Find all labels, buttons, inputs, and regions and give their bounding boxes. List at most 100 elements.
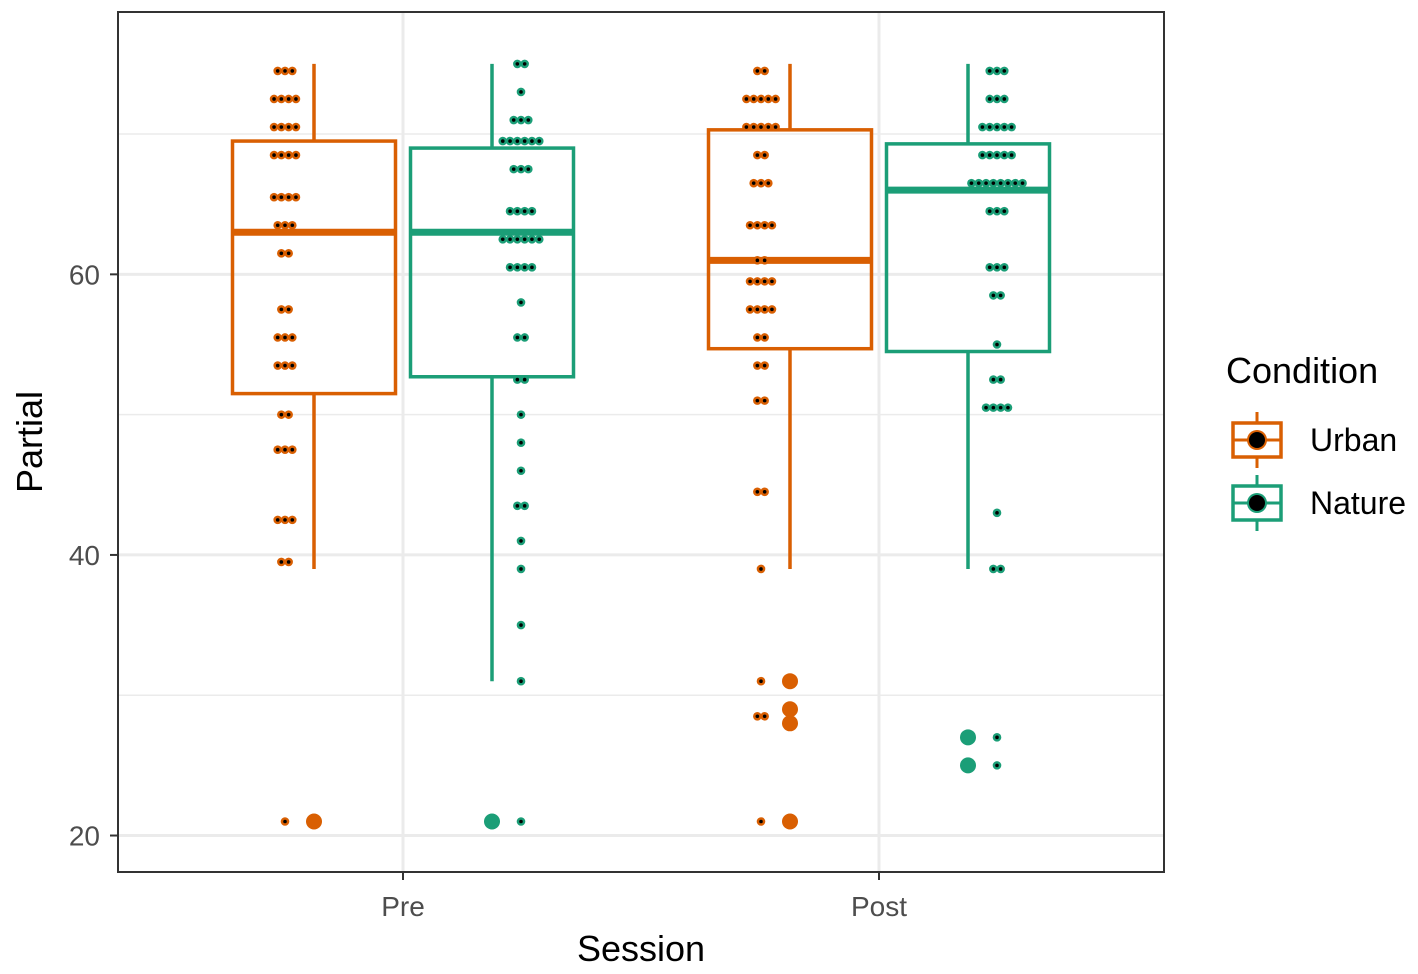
- dot-center: [519, 440, 523, 445]
- dot-center: [279, 97, 284, 101]
- dot-center: [286, 195, 291, 199]
- dot-center: [1013, 181, 1018, 185]
- dot-center: [748, 307, 752, 312]
- dot-center: [995, 511, 999, 515]
- dot-center: [294, 153, 298, 157]
- dot-center: [515, 139, 520, 143]
- dot-center: [1006, 405, 1010, 410]
- dot-center: [526, 167, 531, 171]
- dot-center: [995, 735, 999, 740]
- dot-center: [279, 307, 284, 312]
- dot-center: [748, 279, 752, 284]
- dot-center: [770, 279, 774, 284]
- dot-center: [283, 518, 287, 522]
- dot-center: [530, 209, 534, 214]
- dot-center: [522, 237, 527, 242]
- dot-center: [987, 69, 992, 73]
- dot-center: [500, 237, 505, 242]
- box-nature: [884, 142, 1052, 354]
- dot-center: [294, 125, 298, 129]
- dot-center: [759, 567, 763, 571]
- dot-center: [275, 363, 280, 368]
- legend-key-dot-center: [1249, 495, 1265, 511]
- dot-center: [1002, 69, 1007, 73]
- dot-center: [991, 405, 996, 410]
- dot-center: [522, 62, 527, 66]
- legend-label-urban: Urban: [1310, 422, 1397, 458]
- outlier-point: [782, 701, 798, 718]
- dot-center: [770, 307, 774, 312]
- dot-center: [759, 97, 763, 101]
- dot-center: [508, 209, 512, 214]
- dot-center: [748, 223, 752, 228]
- dot-center: [766, 125, 771, 129]
- dot-center: [522, 209, 527, 214]
- outlier-point: [960, 729, 976, 746]
- dot-center: [272, 97, 276, 101]
- dot-center: [526, 118, 531, 122]
- dot-center: [976, 181, 981, 185]
- dot-center: [519, 468, 523, 473]
- dot-center: [755, 307, 760, 312]
- outlier-point: [306, 813, 322, 830]
- dot-center: [286, 412, 291, 417]
- dot-center: [515, 377, 520, 382]
- dot-center: [522, 335, 527, 340]
- dot-center: [995, 342, 999, 347]
- dot-center: [744, 125, 749, 129]
- dot-center: [987, 209, 992, 214]
- dot-center: [991, 567, 996, 571]
- dot-center: [998, 293, 1003, 298]
- dot-center: [762, 223, 767, 228]
- dot-center: [766, 97, 771, 101]
- x-tick-label: Pre: [381, 891, 425, 922]
- dot-center: [522, 265, 527, 270]
- dot-center: [522, 139, 527, 143]
- dot-center: [751, 125, 756, 129]
- dot-center: [286, 153, 291, 157]
- dot-center: [511, 167, 516, 171]
- dot-center: [751, 97, 756, 101]
- dot-center: [1002, 209, 1007, 214]
- dot-center: [995, 153, 999, 157]
- dot-center: [283, 335, 287, 340]
- dot-center: [279, 153, 284, 157]
- dot-center: [1002, 97, 1007, 101]
- dot-center: [290, 363, 295, 368]
- dot-center: [279, 412, 284, 417]
- dot-center: [987, 125, 992, 129]
- dot-center: [294, 97, 298, 101]
- dot-center: [290, 69, 295, 73]
- dot-center: [519, 623, 523, 627]
- dot-center: [275, 518, 280, 522]
- dot-center: [755, 69, 760, 73]
- dot-center: [998, 377, 1003, 382]
- y-tick-label: 40: [69, 540, 100, 571]
- dot-center: [762, 335, 767, 340]
- dot-center: [755, 279, 760, 284]
- box-nature: [408, 146, 576, 379]
- dot-center: [995, 209, 999, 214]
- chart-marks: [230, 59, 1052, 830]
- dot-center: [984, 405, 988, 410]
- dot-center: [991, 293, 996, 298]
- dot-center: [987, 97, 992, 101]
- dot-center: [519, 90, 523, 94]
- dot-center: [759, 819, 763, 824]
- dot-center: [755, 153, 760, 157]
- dot-center: [995, 265, 999, 270]
- legend-key-dot-center: [1249, 432, 1265, 448]
- dot-center: [290, 447, 295, 452]
- dot-center: [272, 125, 276, 129]
- x-tick-label: Post: [851, 891, 907, 922]
- dot-center: [762, 258, 767, 263]
- dot-center: [755, 398, 760, 403]
- dot-center: [519, 567, 523, 571]
- dot-center: [1006, 181, 1010, 185]
- dot-center: [530, 265, 534, 270]
- dot-center: [279, 195, 284, 199]
- dot-center: [995, 763, 999, 768]
- dot-center: [995, 125, 999, 129]
- x-axis-label: Session: [577, 928, 705, 969]
